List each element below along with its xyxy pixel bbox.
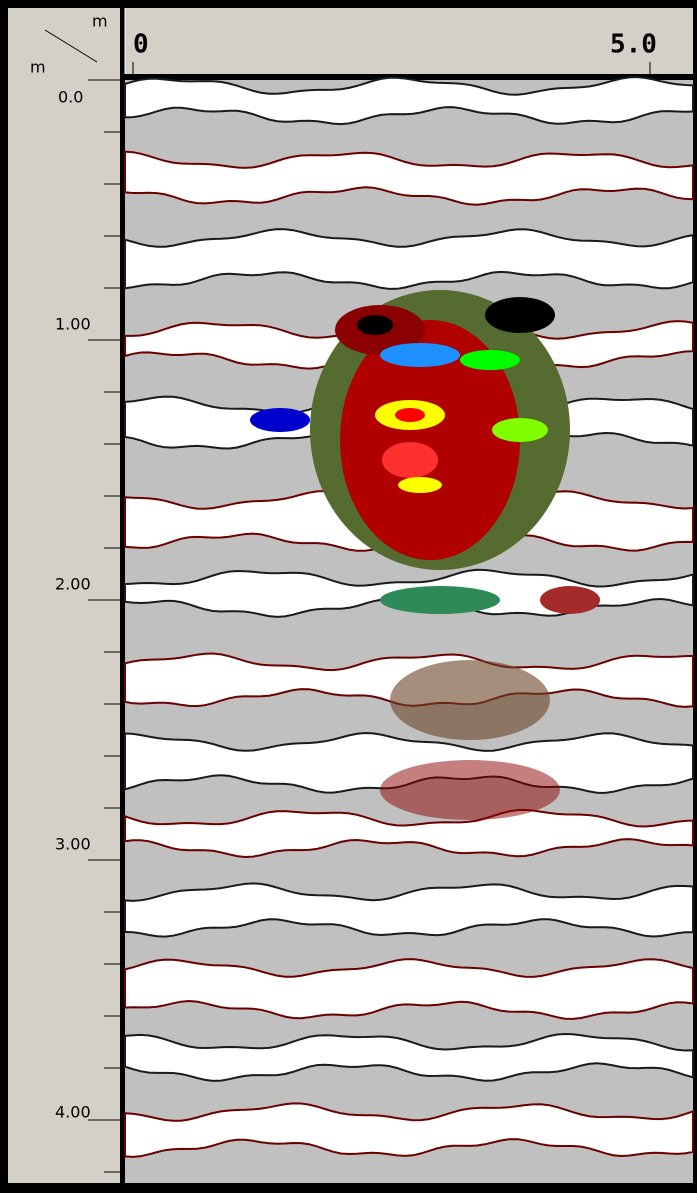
reflection-band [124, 1032, 694, 1082]
depth-label: 2.00 [55, 575, 91, 594]
left-unit: m [30, 58, 46, 77]
depth-ticks [88, 79, 120, 1173]
reflection-band [124, 882, 694, 938]
reflection-band [124, 808, 694, 859]
reflection-band [124, 76, 694, 126]
depth-panel [8, 8, 120, 1183]
reflection-band [124, 228, 694, 290]
top-unit: m [92, 12, 108, 31]
distance-label: 5.0 [610, 30, 657, 60]
depth-label: 4.00 [55, 1103, 91, 1122]
reflection-band [124, 1102, 694, 1158]
distance-panel [125, 8, 693, 74]
reflection-band [124, 150, 694, 206]
depth-label: 0.0 [58, 88, 83, 107]
distance-label: 0 [133, 30, 149, 60]
anomaly [250, 290, 600, 820]
depth-label: 1.00 [55, 315, 91, 334]
unit-divider [44, 29, 98, 63]
depth-label: 3.00 [55, 835, 91, 854]
reflection-band [124, 958, 694, 1020]
